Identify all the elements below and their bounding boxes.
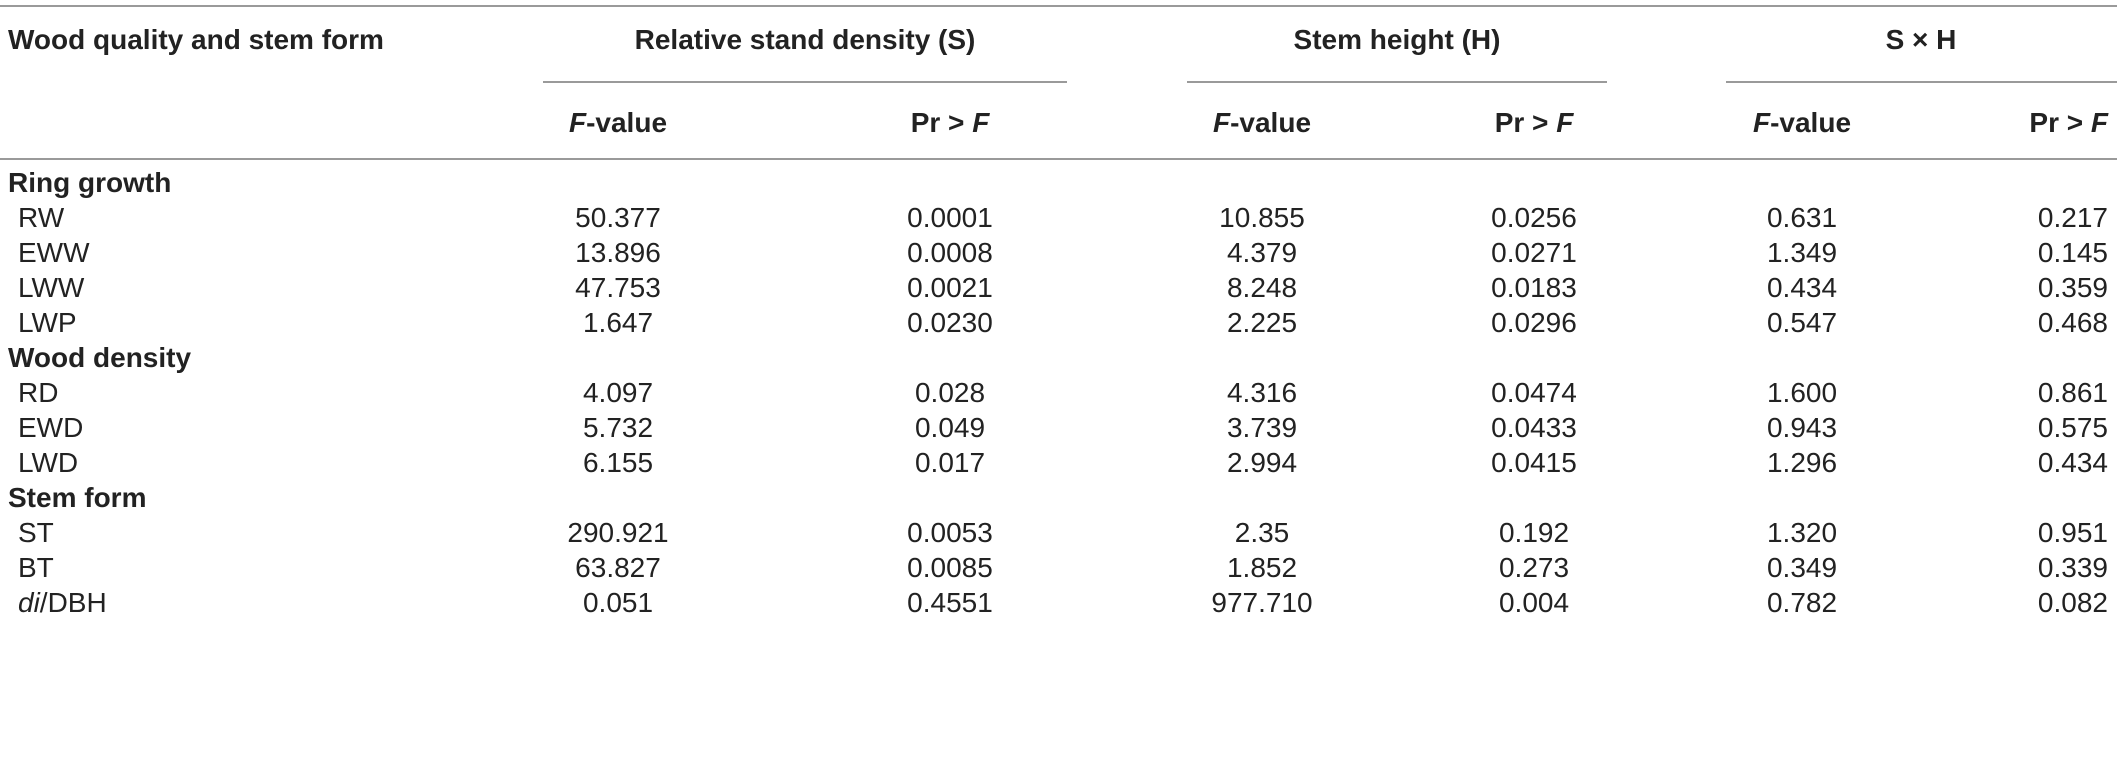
row-label: ST xyxy=(18,517,54,548)
table-cell: 0.0296 xyxy=(1491,307,1577,338)
pr-header-h: Pr > F xyxy=(1494,107,1574,138)
table-cell: 0.0021 xyxy=(907,272,993,303)
table-cell: 0.0474 xyxy=(1491,377,1577,408)
table-cell: 4.097 xyxy=(582,377,654,408)
table-cell: 2.225 xyxy=(1226,307,1298,338)
section-heading: Stem form xyxy=(8,482,147,513)
table-cell: 0.631 xyxy=(1766,202,1838,233)
table-cell: 0.339 xyxy=(2037,552,2108,583)
table-cell: 0.547 xyxy=(1766,307,1838,338)
table-cell: 4.316 xyxy=(1226,377,1298,408)
table-cell: 2.35 xyxy=(1234,517,1290,548)
pr-header-sxh: Pr > F xyxy=(2029,107,2108,138)
table-cell: 1.320 xyxy=(1766,517,1838,548)
group-rule-h xyxy=(1187,81,1607,83)
top-rule xyxy=(0,5,2117,7)
table-cell: 1.852 xyxy=(1226,552,1298,583)
table-cell: 0.028 xyxy=(914,377,986,408)
row-label: LWP xyxy=(18,307,77,338)
table-cell: 1.600 xyxy=(1766,377,1838,408)
table-cell: 4.379 xyxy=(1226,237,1298,268)
table-cell: 0.0008 xyxy=(907,237,993,268)
row-label: BT xyxy=(18,552,54,583)
table-cell: 0.359 xyxy=(2037,272,2108,303)
table-cell: 0.082 xyxy=(2037,587,2108,618)
table-cell: 0.0053 xyxy=(907,517,993,548)
table-cell: 0.4551 xyxy=(907,587,993,618)
table-cell: 0.0183 xyxy=(1491,272,1577,303)
table-cell: 0.434 xyxy=(2037,447,2108,478)
table-cell: 0.0001 xyxy=(907,202,993,233)
group-header-s: Relative stand density (S) xyxy=(634,24,976,55)
group-header-sxh: S × H xyxy=(1885,24,1957,55)
table-cell: 290.921 xyxy=(567,517,669,548)
table-cell: 1.349 xyxy=(1766,237,1838,268)
row-label: EWW xyxy=(18,237,90,268)
row-label: LWD xyxy=(18,447,79,478)
table-cell: 0.051 xyxy=(582,587,654,618)
row-label: RD xyxy=(18,377,59,408)
table-cell: 3.739 xyxy=(1226,412,1298,443)
table-cell: 0.943 xyxy=(1766,412,1838,443)
pr-header-s: Pr > F xyxy=(910,107,990,138)
table-cell: 0.0085 xyxy=(907,552,993,583)
table-cell: 0.434 xyxy=(1766,272,1838,303)
group-header-h: Stem height (H) xyxy=(1293,24,1501,55)
table-cell: 0.273 xyxy=(1498,552,1570,583)
table-cell: 1.296 xyxy=(1766,447,1838,478)
table-cell: 0.782 xyxy=(1766,587,1838,618)
row-label-header: Wood quality and stem form xyxy=(8,24,384,55)
table-cell: 0.192 xyxy=(1498,517,1570,548)
table-cell: 0.468 xyxy=(2037,307,2108,338)
table-cell: 10.855 xyxy=(1219,202,1305,233)
group-rule-s xyxy=(543,81,1067,83)
header-rule xyxy=(0,158,2117,160)
f-value-header-s: F-value xyxy=(568,107,668,138)
table-cell: 0.0230 xyxy=(907,307,993,338)
row-label: EWD xyxy=(18,412,84,443)
table-cell: 8.248 xyxy=(1226,272,1298,303)
row-label: LWW xyxy=(18,272,85,303)
table-cell: 0.951 xyxy=(2037,517,2108,548)
section-heading: Wood density xyxy=(8,342,192,373)
f-value-header-sxh: F-value xyxy=(1752,107,1852,138)
table-cell: 63.827 xyxy=(575,552,661,583)
table-cell: 2.994 xyxy=(1226,447,1298,478)
table-cell: 0.017 xyxy=(914,447,986,478)
table-cell: 0.145 xyxy=(2037,237,2108,268)
table-cell: 0.0256 xyxy=(1491,202,1577,233)
table-cell: 0.0271 xyxy=(1491,237,1577,268)
group-rule-sxh xyxy=(1726,81,2117,83)
table-cell: 0.049 xyxy=(914,412,986,443)
table-cell: 0.217 xyxy=(2037,202,2108,233)
row-label: RW xyxy=(18,202,65,233)
table-cell: 1.647 xyxy=(582,307,654,338)
table-cell: 0.575 xyxy=(2037,412,2108,443)
f-value-header-h: F-value xyxy=(1212,107,1312,138)
table-cell: 0.861 xyxy=(2037,377,2108,408)
section-heading: Ring growth xyxy=(8,167,172,198)
table-cell: 0.004 xyxy=(1498,587,1570,618)
table-cell: 50.377 xyxy=(575,202,661,233)
table-cell: 6.155 xyxy=(582,447,654,478)
table-cell: 47.753 xyxy=(575,272,661,303)
table-cell: 977.710 xyxy=(1211,587,1313,618)
table-cell: 13.896 xyxy=(575,237,661,268)
row-label: di/DBH xyxy=(18,587,107,618)
table-cell: 5.732 xyxy=(582,412,654,443)
table-cell: 0.0415 xyxy=(1491,447,1577,478)
table-cell: 0.349 xyxy=(1766,552,1838,583)
table-cell: 0.0433 xyxy=(1491,412,1577,443)
